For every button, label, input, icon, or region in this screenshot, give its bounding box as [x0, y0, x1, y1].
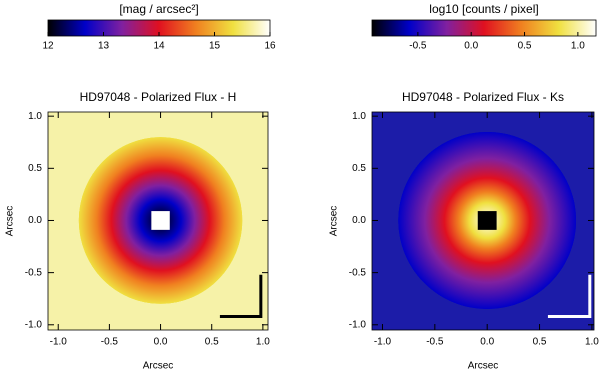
scale-bar [219, 274, 263, 318]
colorbar-tick-label: 15 [209, 41, 221, 52]
colorbar-tick-label: 1.0 [571, 41, 585, 52]
x-tick-label: 1.0 [256, 337, 270, 348]
x-tick-label: -1.0 [374, 337, 392, 348]
panel-title: HD97048 - Polarized Flux - Ks [402, 90, 564, 104]
x-tick-label: 1.0 [585, 337, 599, 348]
y-tick-label: 0.0 [28, 215, 42, 226]
x-axis-label: Arcsec [468, 361, 499, 372]
x-tick-label: -1.0 [50, 337, 68, 348]
y-tick-label: -1.0 [25, 319, 43, 330]
y-tick-label: 0.5 [28, 163, 42, 174]
scale-bar [547, 274, 592, 318]
y-tick-label: 0.5 [352, 163, 366, 174]
x-tick-label: 0.5 [205, 337, 219, 348]
axes-frame [47, 111, 269, 331]
y-axis-label: Arcsec [5, 206, 16, 237]
y-axis-label: Arcsec [329, 206, 340, 237]
x-tick-label: 0.0 [154, 337, 168, 348]
colorbar-tick-label: 13 [98, 41, 110, 52]
colorbar-tick-label: 0.0 [464, 41, 478, 52]
colorbar-tick-label: -0.5 [409, 41, 427, 52]
colorbar-tick-label: 16 [264, 41, 276, 52]
x-axis-label: Arcsec [143, 361, 174, 372]
mask-square [151, 211, 170, 230]
y-tick-label: 1.0 [352, 111, 366, 122]
x-tick-label: 0.5 [533, 337, 547, 348]
y-tick-label: -1.0 [349, 319, 367, 330]
mask-square [477, 211, 497, 230]
panel-title: HD97048 - Polarized Flux - H [80, 90, 237, 104]
y-tick-label: 1.0 [28, 111, 42, 122]
colorbar-label: [mag / arcsec²] [119, 2, 198, 16]
axes-frame [371, 111, 595, 331]
colorbar-label: log10 [counts / pixel] [429, 2, 538, 16]
colorbar-tick-label: 0.5 [518, 41, 532, 52]
x-tick-label: -0.5 [426, 337, 444, 348]
y-tick-label: -0.5 [25, 267, 43, 278]
colorbar [371, 19, 597, 37]
x-tick-label: 0.0 [480, 337, 494, 348]
y-tick-label: -0.5 [349, 267, 367, 278]
colorbar-tick-label: 12 [42, 41, 54, 52]
y-tick-label: 0.0 [352, 215, 366, 226]
colorbar-tick-label: 14 [153, 41, 165, 52]
x-tick-label: -0.5 [101, 337, 119, 348]
